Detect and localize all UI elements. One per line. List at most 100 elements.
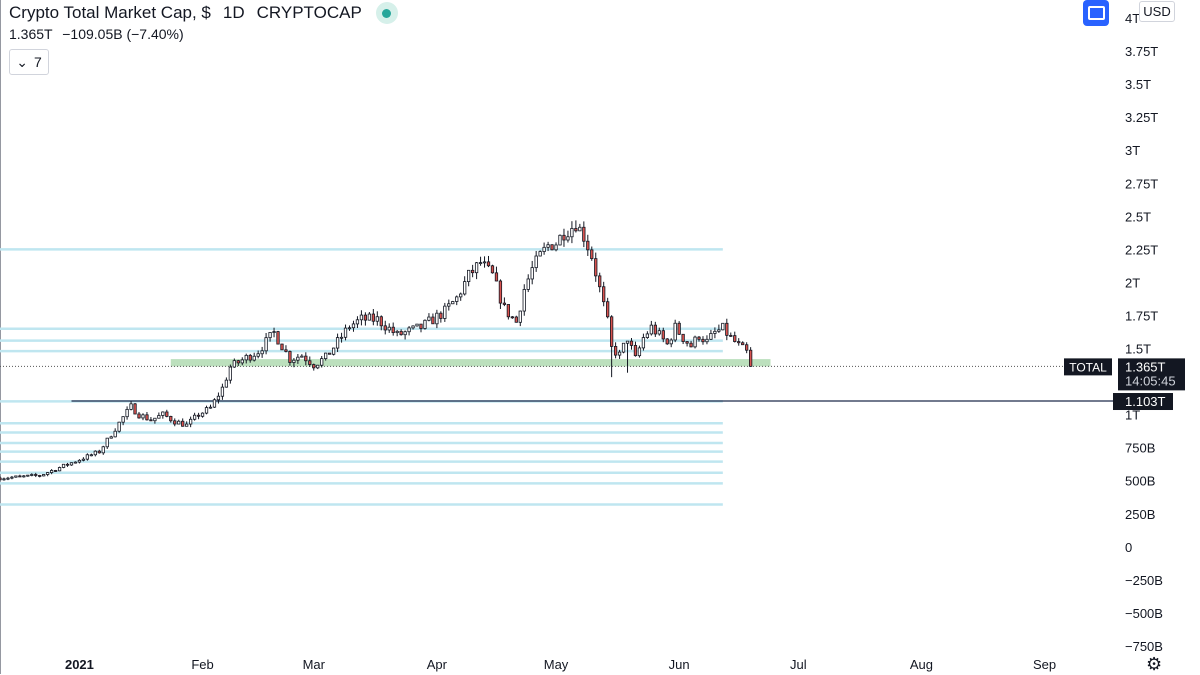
- candle: [383, 320, 387, 335]
- candle-body: [673, 322, 677, 341]
- candle-body: [506, 304, 511, 318]
- candle-body: [510, 316, 514, 319]
- symbol-header[interactable]: Crypto Total Market Cap, $ 1D CRYPTOCAP: [9, 2, 398, 24]
- candle-body: [328, 352, 332, 355]
- candle-body: [705, 338, 709, 343]
- last-price-box: [1118, 358, 1185, 391]
- candle-body: [244, 354, 248, 361]
- candle-body: [443, 305, 447, 319]
- candle: [463, 276, 467, 296]
- candle-body: [284, 349, 288, 352]
- candle-body: [606, 301, 610, 318]
- candle: [145, 411, 149, 421]
- candle-body: [6, 477, 10, 480]
- candle: [34, 472, 38, 478]
- candle: [371, 309, 375, 326]
- y-tick-label: 2T: [1125, 275, 1140, 290]
- symbol-name: Crypto Total Market Cap, $: [9, 3, 211, 22]
- candle: [276, 330, 280, 345]
- candle-body: [633, 345, 638, 357]
- candle: [200, 412, 205, 418]
- candle-body: [371, 313, 375, 322]
- candle-body: [18, 475, 22, 478]
- candle: [351, 320, 356, 332]
- candle: [204, 405, 209, 415]
- candle-body: [383, 325, 387, 331]
- candle-body: [145, 414, 149, 421]
- candle-body: [272, 331, 276, 333]
- candle-body: [50, 470, 54, 473]
- candle-body: [661, 330, 665, 340]
- candle-body: [641, 337, 646, 349]
- candle-body: [316, 364, 320, 369]
- currency-badge[interactable]: USD: [1139, 1, 1175, 22]
- candle-body: [14, 475, 18, 478]
- settings-gear-icon[interactable]: ⚙: [1146, 654, 1163, 674]
- fullscreen-icon: [1087, 6, 1105, 20]
- x-tick-label: Feb: [191, 657, 213, 672]
- candle-body: [113, 430, 117, 438]
- candle-body: [129, 403, 133, 410]
- candle-body: [173, 420, 177, 425]
- candle-body: [157, 415, 161, 419]
- candle-body: [379, 316, 383, 327]
- candle: [133, 402, 137, 415]
- candle: [395, 329, 399, 337]
- candle-body: [677, 322, 681, 335]
- candle: [22, 475, 26, 478]
- candle: [697, 336, 701, 342]
- candle-body: [177, 420, 181, 425]
- candle-body: [153, 417, 157, 422]
- candle-body: [53, 470, 58, 472]
- candle: [681, 333, 685, 345]
- candle-body: [149, 419, 153, 422]
- candle: [574, 220, 578, 233]
- indicators-toggle-button[interactable]: ⌄ 7: [9, 49, 49, 75]
- candle: [256, 350, 260, 359]
- candle: [181, 418, 185, 427]
- fullscreen-button[interactable]: [1083, 0, 1109, 26]
- candle-body: [77, 459, 82, 463]
- y-tick-label: 500B: [1125, 474, 1155, 489]
- candle: [542, 242, 546, 255]
- candle-body: [189, 418, 193, 425]
- candle-body: [57, 467, 62, 472]
- candle: [586, 234, 590, 256]
- candle: [236, 359, 240, 366]
- candle-body: [312, 364, 316, 369]
- candle-body: [363, 314, 368, 321]
- x-tick-label: Apr: [427, 657, 448, 672]
- candle-body: [0, 477, 2, 481]
- candle: [105, 437, 109, 449]
- candle: [77, 459, 82, 464]
- interval: 1D: [222, 3, 245, 22]
- candle: [50, 469, 54, 475]
- candle: [272, 327, 276, 338]
- candle-body: [216, 395, 221, 401]
- candle-body: [681, 333, 685, 342]
- y-tick-label: 250B: [1125, 507, 1155, 522]
- candle: [443, 302, 447, 322]
- candle: [427, 313, 431, 322]
- candle: [534, 250, 538, 272]
- y-tick-label: 2.5T: [1125, 209, 1151, 224]
- candle: [343, 324, 348, 341]
- countdown-label: 14:05:45: [1125, 373, 1176, 388]
- candle-body: [407, 327, 411, 333]
- candle-body: [463, 281, 467, 295]
- candle-body: [292, 359, 296, 363]
- y-tick-label: 3T: [1125, 143, 1140, 158]
- candle: [308, 356, 312, 367]
- candle: [65, 462, 70, 467]
- candle: [621, 342, 626, 354]
- candle-body: [435, 312, 439, 325]
- candle-body: [117, 421, 121, 432]
- candle: [455, 295, 459, 306]
- candle-body: [459, 293, 463, 298]
- candle-body: [335, 337, 340, 349]
- candle: [324, 352, 328, 361]
- candle: [14, 475, 18, 478]
- candle-body: [610, 316, 614, 347]
- candle-body: [570, 228, 574, 238]
